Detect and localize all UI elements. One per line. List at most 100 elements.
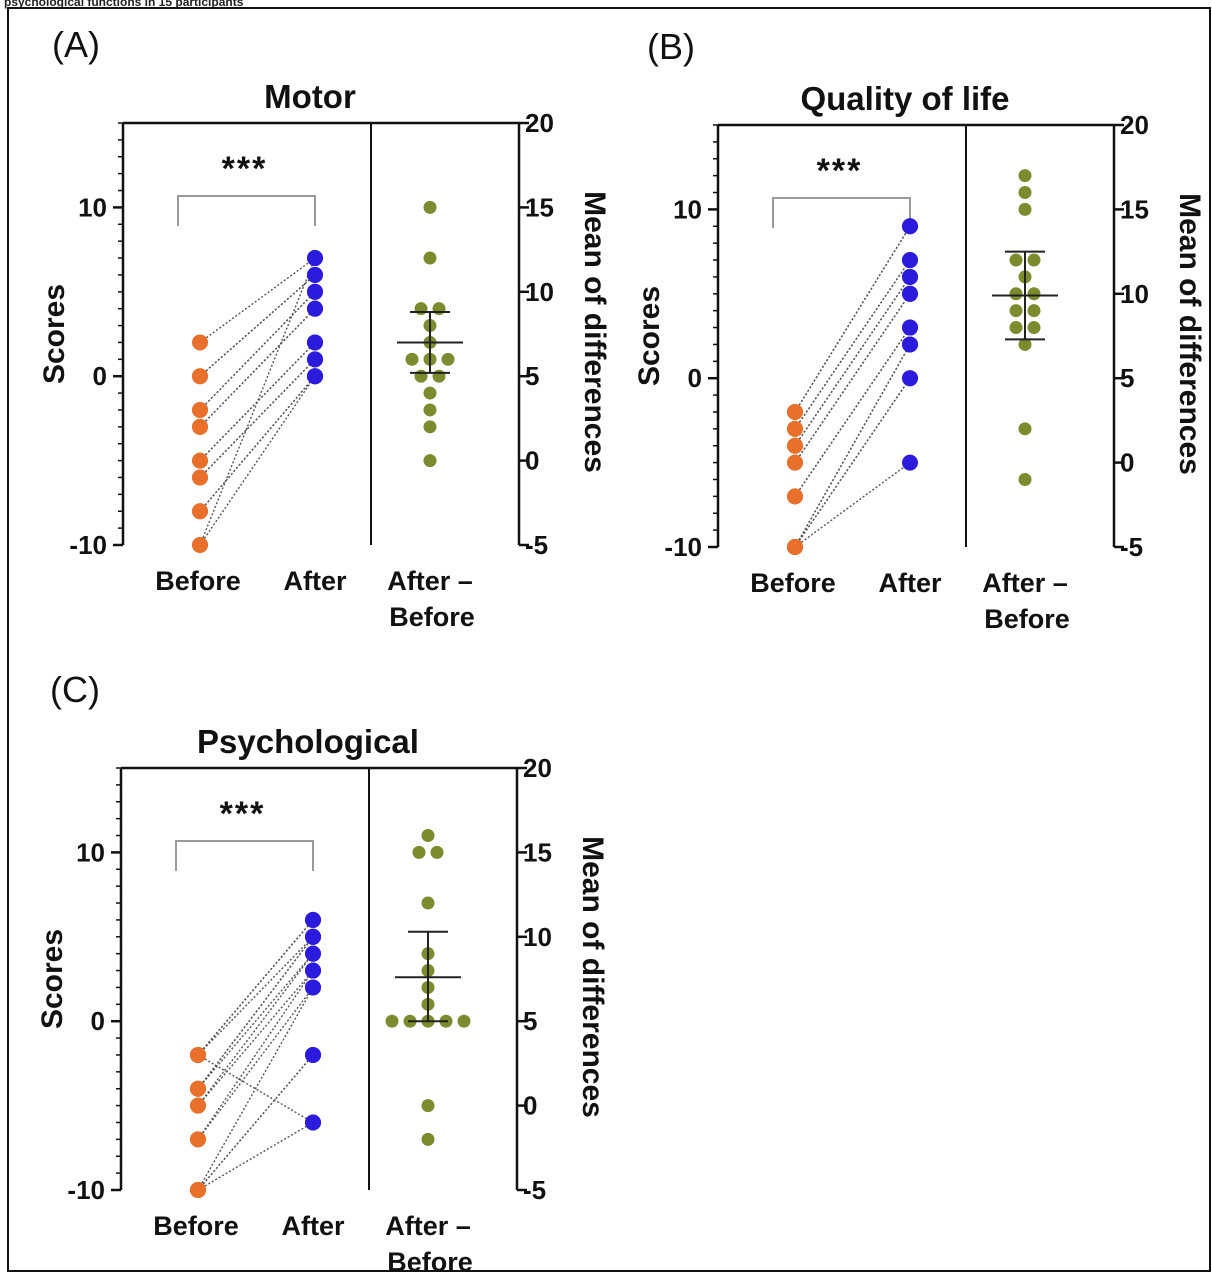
after-point <box>305 945 321 962</box>
before-point <box>787 454 803 471</box>
difference-point <box>441 352 455 366</box>
before-point <box>190 1080 206 1097</box>
right-tick-label: -5 <box>523 1175 546 1205</box>
difference-point <box>414 302 428 316</box>
difference-point <box>414 369 428 383</box>
paired-line <box>197 987 314 1140</box>
before-point <box>192 537 208 553</box>
paired-line <box>197 919 314 1056</box>
difference-point <box>421 1132 435 1146</box>
right-tick-label: 0 <box>525 446 539 476</box>
after-point <box>307 351 323 368</box>
chart-panel-3: (C) Psychological -10 0 10 -5 0 5 10 15 20 Scores Me… <box>36 669 609 1273</box>
left-tick-label: -10 <box>664 532 702 562</box>
left-tick-label: 0 <box>688 363 702 393</box>
right-axis-title: Mean of differences <box>1173 193 1206 475</box>
paired-line <box>794 377 911 548</box>
before-point <box>192 401 208 418</box>
after-point <box>305 1114 321 1131</box>
before-point <box>190 1097 206 1114</box>
left-tick-label: 10 <box>673 194 702 224</box>
left-axis-title: Scores <box>633 286 666 386</box>
after-point <box>307 250 323 267</box>
difference-point <box>1027 253 1041 267</box>
paired-line <box>197 1054 314 1191</box>
after-point <box>902 370 918 387</box>
paired-line <box>199 257 316 546</box>
difference-point <box>423 200 437 214</box>
difference-point <box>423 454 437 468</box>
after-point <box>902 285 918 302</box>
paired-line <box>794 276 911 447</box>
difference-point <box>385 1014 399 1028</box>
left-tick-label: 0 <box>93 361 107 391</box>
paired-line <box>197 953 314 1090</box>
difference-point <box>1009 321 1023 335</box>
paired-line <box>197 936 314 1056</box>
difference-point <box>405 352 419 366</box>
paired-line <box>199 291 316 411</box>
difference-point <box>1009 304 1023 318</box>
difference-point <box>1009 287 1023 301</box>
after-point <box>902 268 918 285</box>
paired-line <box>197 970 314 1140</box>
right-tick-label: 20 <box>525 108 554 138</box>
difference-point <box>1018 186 1032 200</box>
difference-point <box>423 386 437 400</box>
difference-point <box>432 369 446 383</box>
right-tick-label: 5 <box>1120 363 1134 393</box>
after-point <box>305 911 321 928</box>
difference-point <box>1018 337 1032 351</box>
after-point <box>307 266 323 283</box>
x-label-diff-line2: Before <box>984 604 1070 634</box>
significance-bracket <box>177 195 316 226</box>
right-tick-label: -5 <box>1120 532 1143 562</box>
x-label-diff-line2: Before <box>389 602 475 632</box>
paired-line <box>197 970 314 1107</box>
paired-line <box>197 936 314 1090</box>
paired-line <box>794 327 911 497</box>
before-point <box>192 452 208 469</box>
difference-point <box>421 896 435 910</box>
difference-point <box>423 251 437 265</box>
after-point <box>307 300 323 317</box>
panel-title: Psychological <box>197 723 419 760</box>
before-point <box>190 1182 206 1198</box>
paired-line <box>197 1121 314 1191</box>
x-label-diff-line1: After – <box>982 568 1068 598</box>
after-point <box>305 979 321 996</box>
before-point <box>190 1131 206 1148</box>
left-tick-label: -10 <box>69 530 107 560</box>
difference-point <box>1018 202 1032 216</box>
chart-panel-1: (A) Motor -10 0 10 -5 0 5 10 15 20 Scores Mean of di… <box>38 24 611 632</box>
right-tick-label: 20 <box>1120 110 1149 140</box>
right-tick-label: 0 <box>1120 448 1134 478</box>
panel-title: Quality of life <box>800 80 1009 117</box>
after-point <box>307 283 323 300</box>
caption-fragment: psychological functions in 15 participan… <box>4 0 244 9</box>
before-point <box>192 418 208 435</box>
right-tick-label: 20 <box>523 753 552 783</box>
difference-point <box>430 845 444 859</box>
paired-line <box>197 987 314 1191</box>
after-point <box>902 252 918 269</box>
before-point <box>787 420 803 437</box>
paired-line <box>199 308 316 428</box>
panel-label: (B) <box>647 26 695 67</box>
x-label-after: After <box>283 566 346 596</box>
significance-stars: *** <box>222 150 268 188</box>
paired-line <box>199 341 316 462</box>
difference-point <box>423 420 437 434</box>
before-point <box>787 437 803 454</box>
panel-label: (C) <box>50 669 100 710</box>
difference-point <box>1018 422 1032 436</box>
right-axis-title: Mean of differences <box>578 191 611 473</box>
right-axis-title: Mean of differences <box>576 836 609 1118</box>
significance-stars: *** <box>220 795 266 833</box>
right-tick-label: 15 <box>1120 194 1149 224</box>
after-point <box>305 928 321 945</box>
after-point <box>902 319 918 336</box>
significance-stars: *** <box>817 152 863 190</box>
difference-point <box>432 302 446 316</box>
paired-line <box>199 358 316 478</box>
